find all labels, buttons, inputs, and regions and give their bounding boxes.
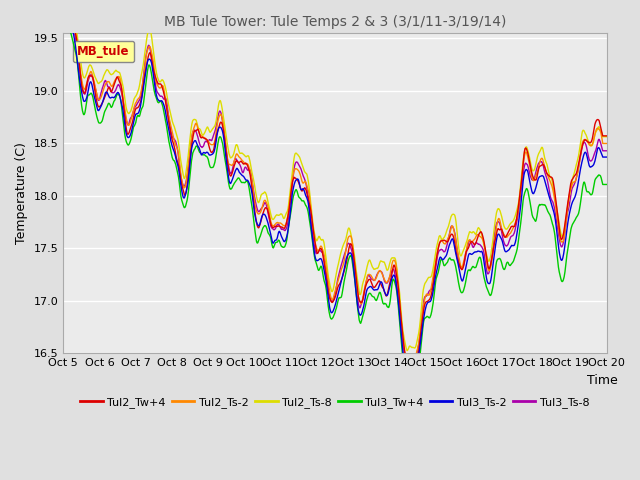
Tul3_Ts-8	[87, 72, 95, 78]
Tul2_Ts-8	[87, 63, 95, 69]
Tul3_Ts-8	[60, 1, 67, 7]
Tul3_Ts-8	[324, 280, 332, 286]
Tul3_Ts-2	[324, 288, 332, 294]
Tul3_Ts-2	[603, 154, 611, 160]
Tul2_Tw+4	[60, 4, 67, 10]
Tul2_Ts-8	[588, 143, 595, 148]
Tul2_Ts-2	[488, 261, 495, 266]
Tul3_Ts-8	[488, 257, 495, 263]
Tul3_Tw+4	[603, 181, 611, 187]
Line: Tul2_Ts-2: Tul2_Ts-2	[63, 1, 607, 363]
Tul3_Ts-2	[404, 372, 412, 377]
Line: Tul3_Ts-2: Tul3_Ts-2	[63, 11, 607, 374]
Tul3_Tw+4	[324, 297, 332, 302]
Tul3_Ts-2	[488, 275, 495, 280]
Y-axis label: Temperature (C): Temperature (C)	[15, 142, 28, 244]
Title: MB Tule Tower: Tule Temps 2 & 3 (3/1/11-3/19/14): MB Tule Tower: Tule Temps 2 & 3 (3/1/11-…	[164, 15, 506, 29]
Tul3_Tw+4	[406, 387, 414, 393]
Tul3_Ts-2	[587, 164, 595, 170]
Tul2_Ts-2	[87, 69, 95, 74]
Tul2_Ts-2	[603, 141, 611, 146]
Tul2_Ts-2	[587, 143, 595, 149]
Tul2_Tw+4	[324, 282, 332, 288]
Legend: Tul2_Tw+4, Tul2_Ts-2, Tul2_Ts-8, Tul3_Tw+4, Tul3_Ts-2, Tul3_Ts-8: Tul2_Tw+4, Tul2_Ts-2, Tul2_Ts-8, Tul3_Tw…	[76, 392, 594, 412]
Tul2_Ts-2	[410, 360, 417, 366]
Tul2_Ts-2	[60, 0, 67, 4]
Tul3_Ts-8	[587, 158, 595, 164]
Tul3_Tw+4	[87, 90, 95, 96]
Tul2_Ts-8	[403, 348, 411, 353]
Tul3_Tw+4	[588, 192, 595, 198]
Tul2_Ts-2	[588, 143, 595, 149]
Tul3_Ts-2	[588, 164, 595, 170]
Tul2_Ts-8	[587, 143, 595, 148]
Tul2_Ts-8	[603, 134, 611, 140]
Tul2_Ts-2	[324, 273, 332, 279]
Line: Tul3_Ts-8: Tul3_Ts-8	[63, 4, 607, 360]
Tul2_Tw+4	[588, 139, 595, 145]
Tul3_Ts-8	[588, 158, 595, 164]
Tul2_Tw+4	[309, 225, 317, 231]
Tul3_Ts-8	[603, 148, 611, 154]
Tul3_Ts-2	[60, 8, 67, 13]
Tul2_Tw+4	[87, 73, 95, 79]
Tul2_Ts-8	[324, 266, 332, 272]
Tul2_Tw+4	[488, 259, 495, 264]
Tul2_Tw+4	[603, 133, 611, 139]
Line: Tul2_Ts-8: Tul2_Ts-8	[63, 0, 607, 350]
Tul3_Tw+4	[587, 192, 595, 198]
Tul3_Ts-2	[87, 79, 95, 85]
Tul3_Tw+4	[60, 17, 67, 23]
Tul3_Ts-8	[403, 358, 411, 363]
Line: Tul3_Tw+4: Tul3_Tw+4	[63, 20, 607, 390]
Line: Tul2_Tw+4: Tul2_Tw+4	[63, 7, 607, 368]
X-axis label: Time: Time	[587, 374, 618, 387]
Tul2_Ts-8	[309, 221, 317, 227]
Tul3_Ts-8	[309, 233, 317, 239]
Tul3_Tw+4	[488, 291, 495, 297]
Tul3_Tw+4	[309, 243, 317, 249]
Tul2_Ts-2	[309, 226, 317, 231]
Tul3_Ts-2	[309, 240, 317, 245]
Tul2_Ts-8	[488, 249, 495, 255]
Tul2_Tw+4	[587, 140, 595, 145]
Tul2_Tw+4	[404, 365, 412, 371]
